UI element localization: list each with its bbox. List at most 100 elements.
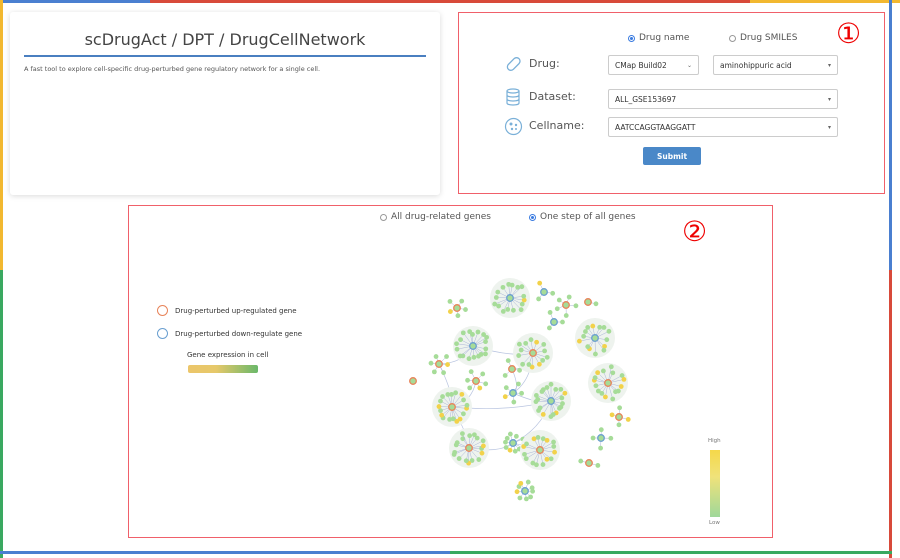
gene-node[interactable]: [454, 341, 459, 347]
gene-node[interactable]: [450, 416, 456, 422]
gene-node[interactable]: [576, 338, 582, 344]
gene-node[interactable]: [593, 301, 599, 307]
gene-node[interactable]: [558, 386, 564, 392]
gene-node[interactable]: [540, 412, 546, 417]
gene-node[interactable]: [447, 417, 452, 422]
gene-node[interactable]: [445, 392, 451, 397]
gene-node[interactable]: [610, 370, 616, 376]
gene-node[interactable]: [461, 397, 466, 403]
gene-node[interactable]: [566, 294, 572, 300]
gene-node[interactable]: [447, 309, 453, 314]
gene-node[interactable]: [471, 354, 477, 360]
gene-node[interactable]: [471, 432, 477, 438]
gene-node[interactable]: [573, 303, 579, 309]
gene-node[interactable]: [528, 337, 534, 343]
gene-node[interactable]: [525, 479, 531, 485]
gene-node[interactable]: [540, 387, 546, 393]
up-regulated-gene-node[interactable]: [435, 360, 443, 368]
gene-node[interactable]: [455, 313, 461, 319]
gene-node[interactable]: [460, 330, 466, 336]
gene-node[interactable]: [597, 324, 603, 330]
gene-node[interactable]: [593, 351, 598, 357]
gene-node[interactable]: [464, 402, 470, 408]
gene-node[interactable]: [449, 392, 454, 397]
gene-node[interactable]: [475, 329, 481, 335]
gene-node[interactable]: [608, 364, 614, 370]
up-regulated-gene-node[interactable]: [508, 365, 516, 373]
gene-node[interactable]: [613, 389, 618, 395]
gene-node[interactable]: [516, 353, 522, 358]
gene-node[interactable]: [468, 369, 474, 375]
gene-node[interactable]: [583, 329, 588, 334]
gene-node[interactable]: [563, 313, 569, 318]
dataset-select[interactable]: ALL_GSE153697 ▾: [608, 89, 838, 109]
gene-node[interactable]: [454, 440, 460, 446]
gene-node[interactable]: [554, 306, 560, 312]
gene-node[interactable]: [456, 456, 462, 461]
gene-node[interactable]: [530, 460, 536, 466]
gene-node[interactable]: [439, 412, 445, 418]
gene-node[interactable]: [493, 295, 499, 300]
gene-node[interactable]: [480, 443, 486, 449]
gene-node[interactable]: [536, 361, 542, 367]
gene-node[interactable]: [500, 284, 506, 290]
radio-drug-smiles[interactable]: Drug SMILES: [729, 33, 797, 43]
gene-node[interactable]: [438, 408, 443, 414]
gene-node[interactable]: [552, 449, 557, 455]
up-regulated-gene-node[interactable]: [465, 444, 473, 452]
gene-node[interactable]: [480, 438, 486, 444]
up-regulated-gene-node[interactable]: [585, 459, 593, 467]
down-regulated-gene-node[interactable]: [509, 389, 517, 397]
gene-node[interactable]: [598, 445, 603, 451]
gene-node[interactable]: [463, 458, 469, 464]
gene-node[interactable]: [548, 414, 554, 420]
gene-node[interactable]: [536, 296, 542, 302]
gene-node[interactable]: [535, 434, 541, 440]
gene-node[interactable]: [581, 333, 587, 339]
gene-node[interactable]: [444, 354, 449, 359]
gene-node[interactable]: [601, 325, 607, 330]
gene-node[interactable]: [526, 362, 532, 367]
radio-one-step-genes[interactable]: One step of all genes: [529, 212, 636, 222]
down-regulated-gene-node[interactable]: [540, 288, 548, 296]
gene-node[interactable]: [479, 450, 485, 456]
gene-node[interactable]: [454, 418, 460, 424]
gene-node[interactable]: [483, 339, 488, 345]
up-regulated-gene-node[interactable]: [584, 298, 592, 306]
gene-node[interactable]: [438, 398, 443, 404]
up-regulated-gene-node[interactable]: [472, 377, 480, 385]
gene-node[interactable]: [595, 463, 601, 468]
gene-node[interactable]: [492, 301, 498, 307]
gene-node[interactable]: [559, 395, 565, 401]
gene-node[interactable]: [516, 381, 521, 387]
gene-node[interactable]: [544, 437, 550, 443]
gene-node[interactable]: [562, 390, 568, 396]
gene-node[interactable]: [548, 381, 554, 387]
gene-node[interactable]: [518, 347, 524, 353]
gene-node[interactable]: [548, 456, 554, 462]
gene-node[interactable]: [523, 340, 529, 346]
gene-node[interactable]: [533, 393, 539, 398]
gene-node[interactable]: [537, 280, 543, 286]
gene-node[interactable]: [602, 343, 607, 349]
gene-node[interactable]: [521, 293, 527, 299]
gene-node[interactable]: [592, 375, 598, 381]
gene-node[interactable]: [460, 431, 465, 436]
gene-node[interactable]: [514, 489, 520, 495]
gene-node[interactable]: [477, 385, 483, 391]
gene-node[interactable]: [452, 449, 458, 455]
gene-node[interactable]: [523, 456, 529, 462]
gene-node[interactable]: [481, 332, 487, 337]
gene-node[interactable]: [436, 404, 442, 409]
down-regulated-gene-node[interactable]: [591, 334, 599, 342]
gene-node[interactable]: [469, 458, 475, 463]
gene-node[interactable]: [619, 373, 625, 378]
down-regulated-gene-node[interactable]: [469, 342, 477, 350]
gene-node[interactable]: [466, 356, 472, 362]
gene-node[interactable]: [606, 328, 612, 334]
gene-node[interactable]: [505, 307, 511, 312]
gene-node[interactable]: [467, 385, 473, 391]
down-regulated-gene-node[interactable]: [550, 318, 558, 326]
gene-node[interactable]: [535, 396, 541, 402]
cellname-select[interactable]: AATCCAGGTAAGGATT ▾: [608, 117, 838, 137]
